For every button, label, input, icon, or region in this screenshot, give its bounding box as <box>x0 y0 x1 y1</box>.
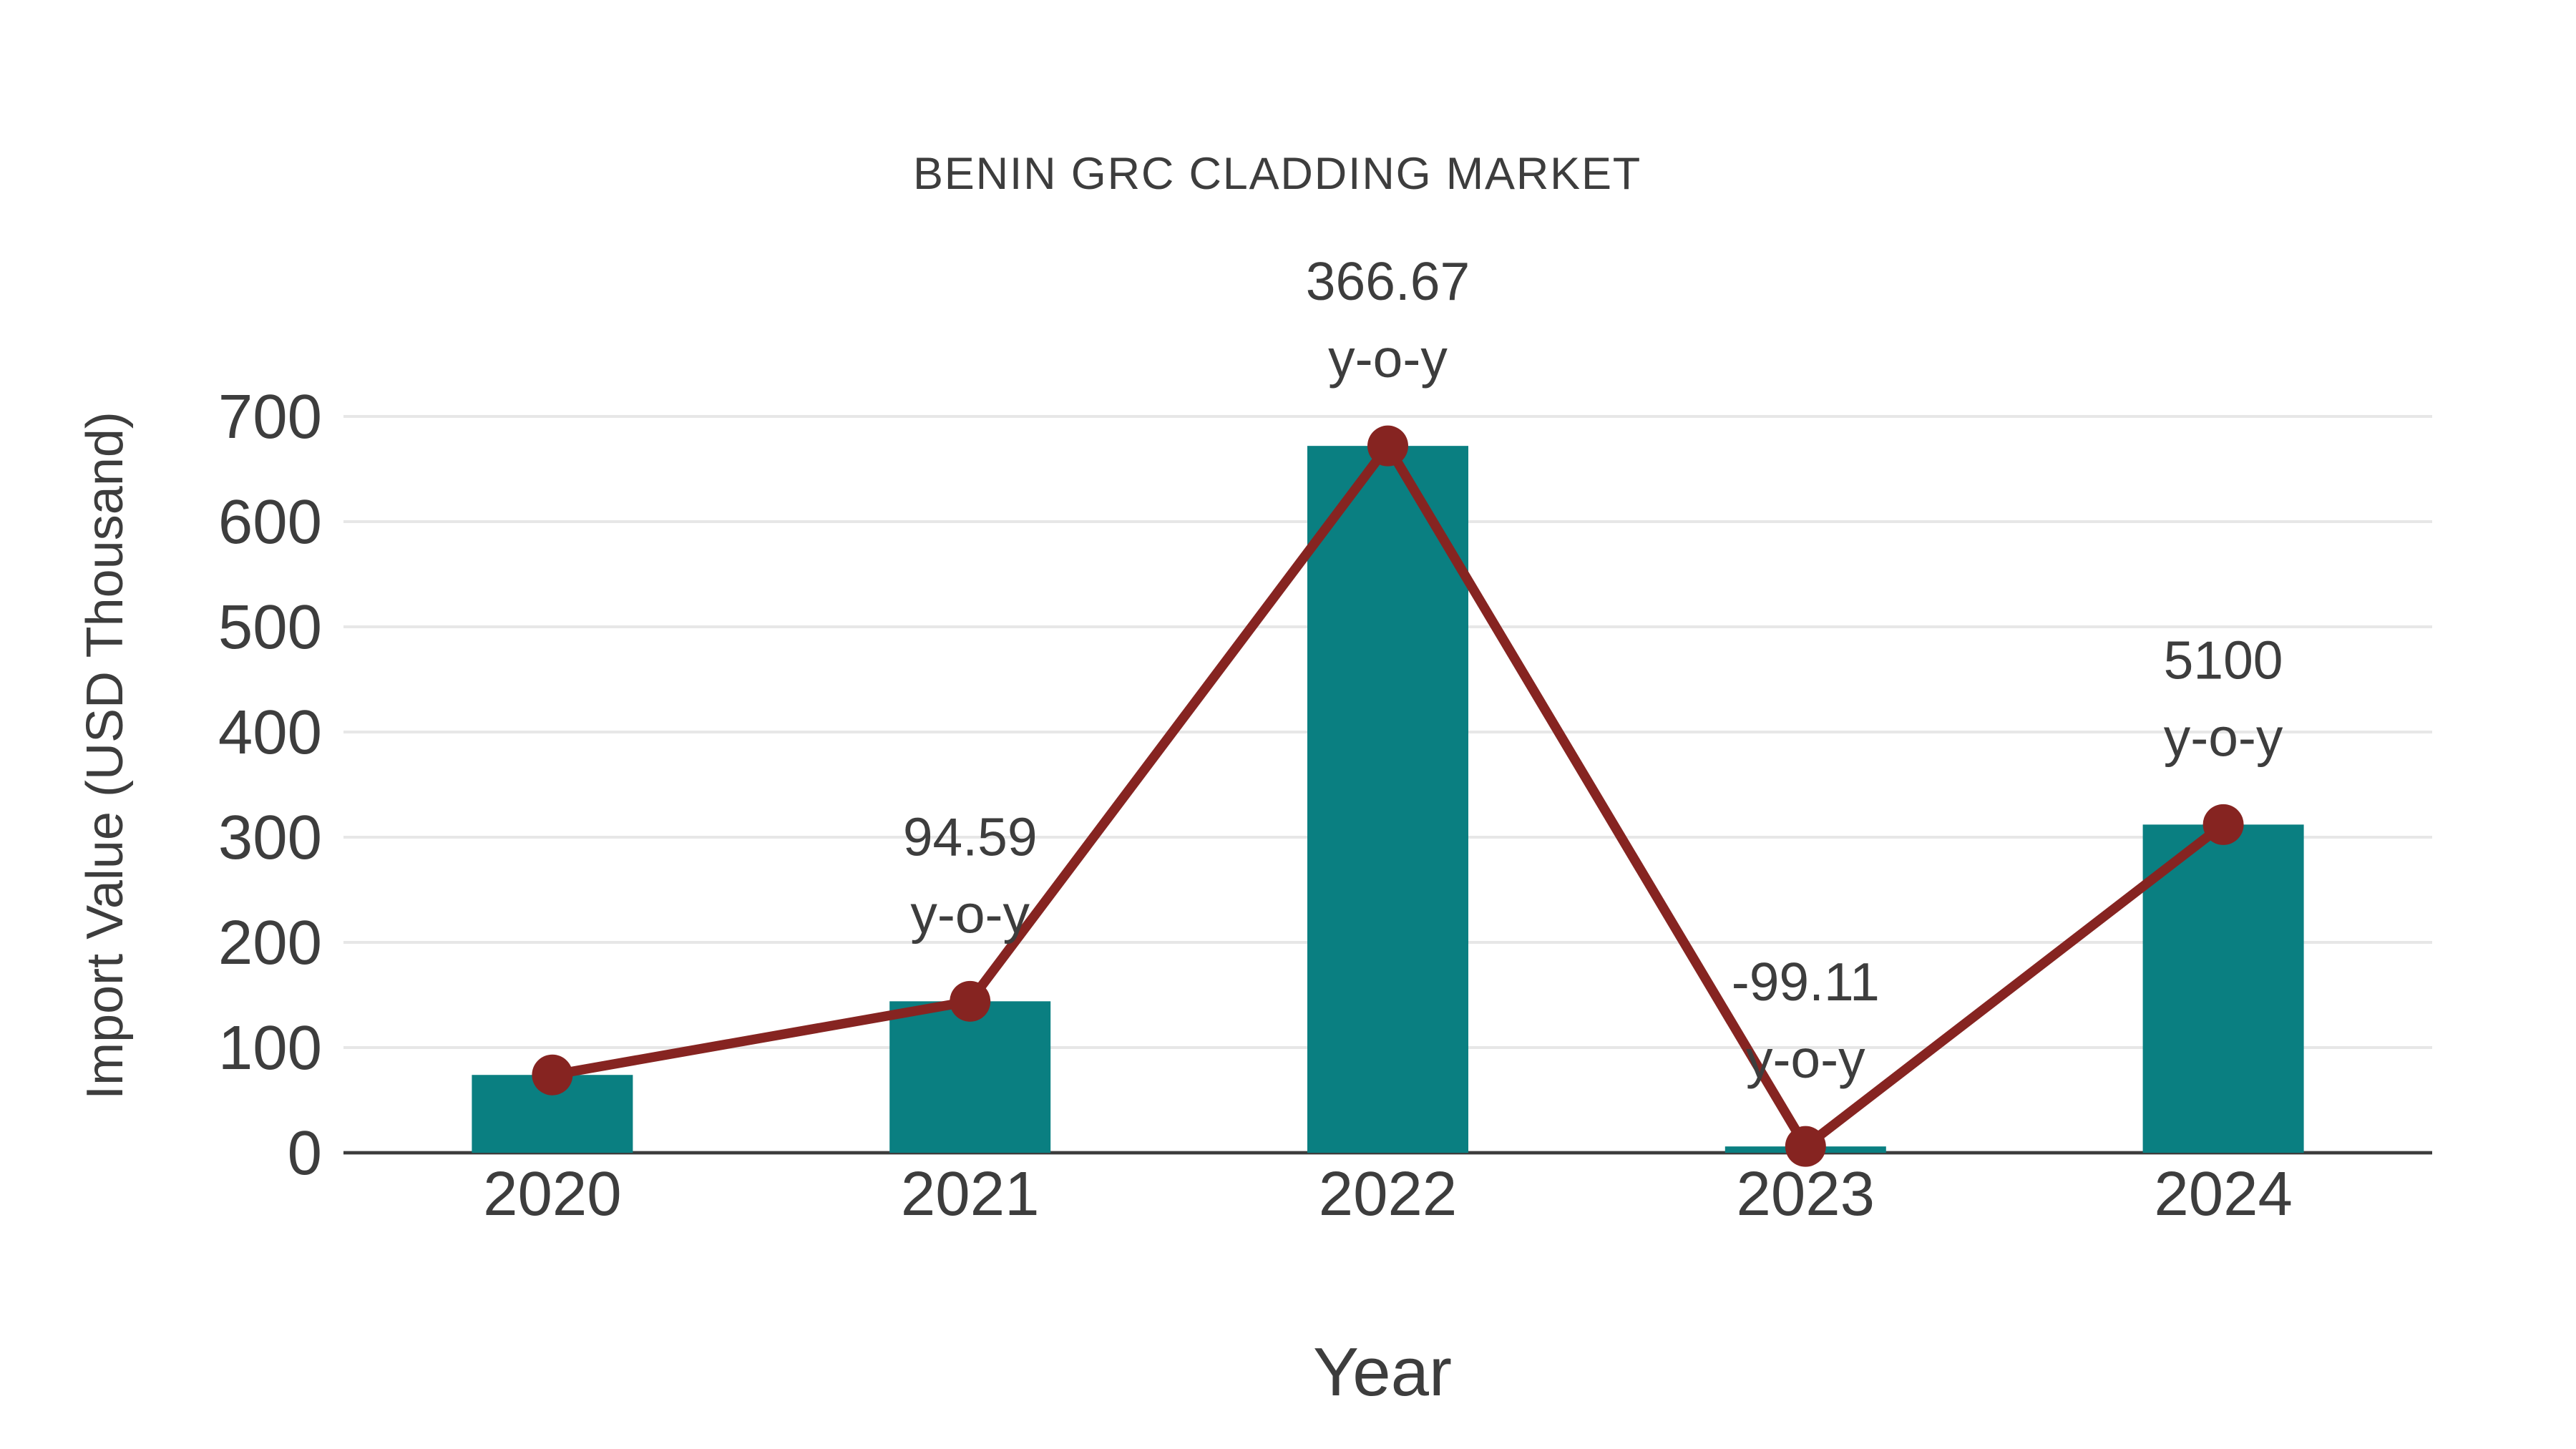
x-tick-label-2021: 2021 <box>901 1159 1040 1229</box>
y-tick-label-700: 700 <box>218 382 322 452</box>
annotation-value-2024: 5100 <box>2164 630 2283 690</box>
x-tick-label-2023: 2023 <box>1737 1159 1875 1229</box>
y-tick-labels-layer: 0 100 200 300 400 500 600 700 <box>218 382 322 1188</box>
bar-2021 <box>889 1001 1051 1153</box>
y-tick-label-500: 500 <box>218 592 322 662</box>
annotation-value-2023: -99.11 <box>1732 952 1880 1012</box>
y-tick-label-100: 100 <box>218 1013 322 1083</box>
y-tick-label-300: 300 <box>218 803 322 872</box>
y-axis-label: Import Value (USD Thousand) <box>77 411 134 1100</box>
annotation-suffix-2022: y-o-y <box>1328 328 1448 389</box>
bar-2022 <box>1307 446 1468 1153</box>
y-tick-label-0: 0 <box>288 1118 322 1188</box>
x-tick-label-2022: 2022 <box>1319 1159 1458 1229</box>
marker-2021 <box>950 980 991 1022</box>
annotation-value-2022: 366.67 <box>1306 251 1470 311</box>
marker-2020 <box>532 1054 573 1096</box>
x-axis-label: Year <box>1313 1334 1452 1410</box>
chart-title: BENIN GRC CLADDING MARKET <box>913 149 1641 199</box>
annotation-suffix-2024: y-o-y <box>2164 707 2283 767</box>
y-tick-label-200: 200 <box>218 908 322 977</box>
x-tick-labels-layer: 2020 2021 2022 2023 2024 <box>483 1159 2293 1229</box>
bar-2024 <box>2142 824 2304 1153</box>
marker-2023 <box>1785 1126 1826 1167</box>
x-tick-label-2024: 2024 <box>2154 1159 2293 1229</box>
x-tick-label-2020: 2020 <box>483 1159 622 1229</box>
trend-line-layer <box>532 425 2244 1167</box>
annotation-value-2021: 94.59 <box>903 806 1038 867</box>
y-tick-label-600: 600 <box>218 487 322 557</box>
annotation-suffix-2023: y-o-y <box>1746 1029 1865 1089</box>
annotations-layer: 94.59 y-o-y 366.67 y-o-y -99.11 y-o-y 5100 y-o-… <box>903 251 2283 1089</box>
y-tick-label-400: 400 <box>218 698 322 767</box>
marker-2022 <box>1367 425 1408 467</box>
marker-2024 <box>2202 804 2244 845</box>
annotation-suffix-2021: y-o-y <box>910 884 1030 944</box>
bars-layer <box>472 446 2304 1153</box>
